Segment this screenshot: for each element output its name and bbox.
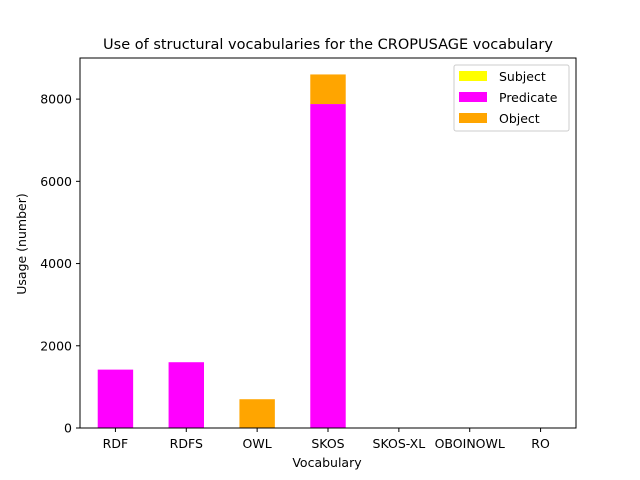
y-tick-label: 4000	[40, 256, 72, 271]
y-tick-label: 8000	[40, 92, 72, 107]
legend-swatch-object	[459, 113, 487, 123]
plot-area	[79, 57, 577, 429]
bar-skos-object	[310, 74, 346, 105]
bar-owl-object	[239, 399, 275, 428]
x-tick-label: OBOINOWL	[435, 436, 505, 451]
x-tick-label: SKOS-XL	[373, 436, 426, 451]
y-axis-label: Usage (number)	[14, 193, 29, 294]
legend-swatch-predicate	[459, 92, 487, 102]
x-tick-label: SKOS	[311, 436, 344, 451]
y-tick-label: 2000	[40, 338, 72, 353]
bar-skos-predicate	[310, 104, 346, 429]
legend-label-predicate: Predicate	[499, 90, 558, 105]
legend: Subject Predicate Object	[453, 64, 570, 132]
y-tick-label: 0	[64, 421, 72, 436]
legend-swatch-subject	[459, 71, 487, 81]
y-tick-label: 6000	[40, 174, 72, 189]
x-axis-label: Vocabulary	[292, 455, 362, 470]
x-tick-label: RDFS	[170, 436, 203, 451]
legend-label-object: Object	[499, 111, 540, 126]
x-axis: RDF RDFS OWL SKOS SKOS-XL OBOINOWL RO	[103, 428, 550, 451]
x-tick-label: RDF	[103, 436, 129, 451]
x-tick-label: OWL	[243, 436, 272, 451]
legend-label-subject: Subject	[499, 69, 546, 84]
bar-rdf-predicate	[97, 369, 134, 428]
bar-rdfs-predicate	[168, 362, 204, 428]
y-axis: 0 2000 4000 6000 8000	[40, 92, 80, 436]
chart-title: Use of structural vocabularies for the C…	[103, 37, 553, 53]
x-tick-label: RO	[531, 436, 550, 451]
